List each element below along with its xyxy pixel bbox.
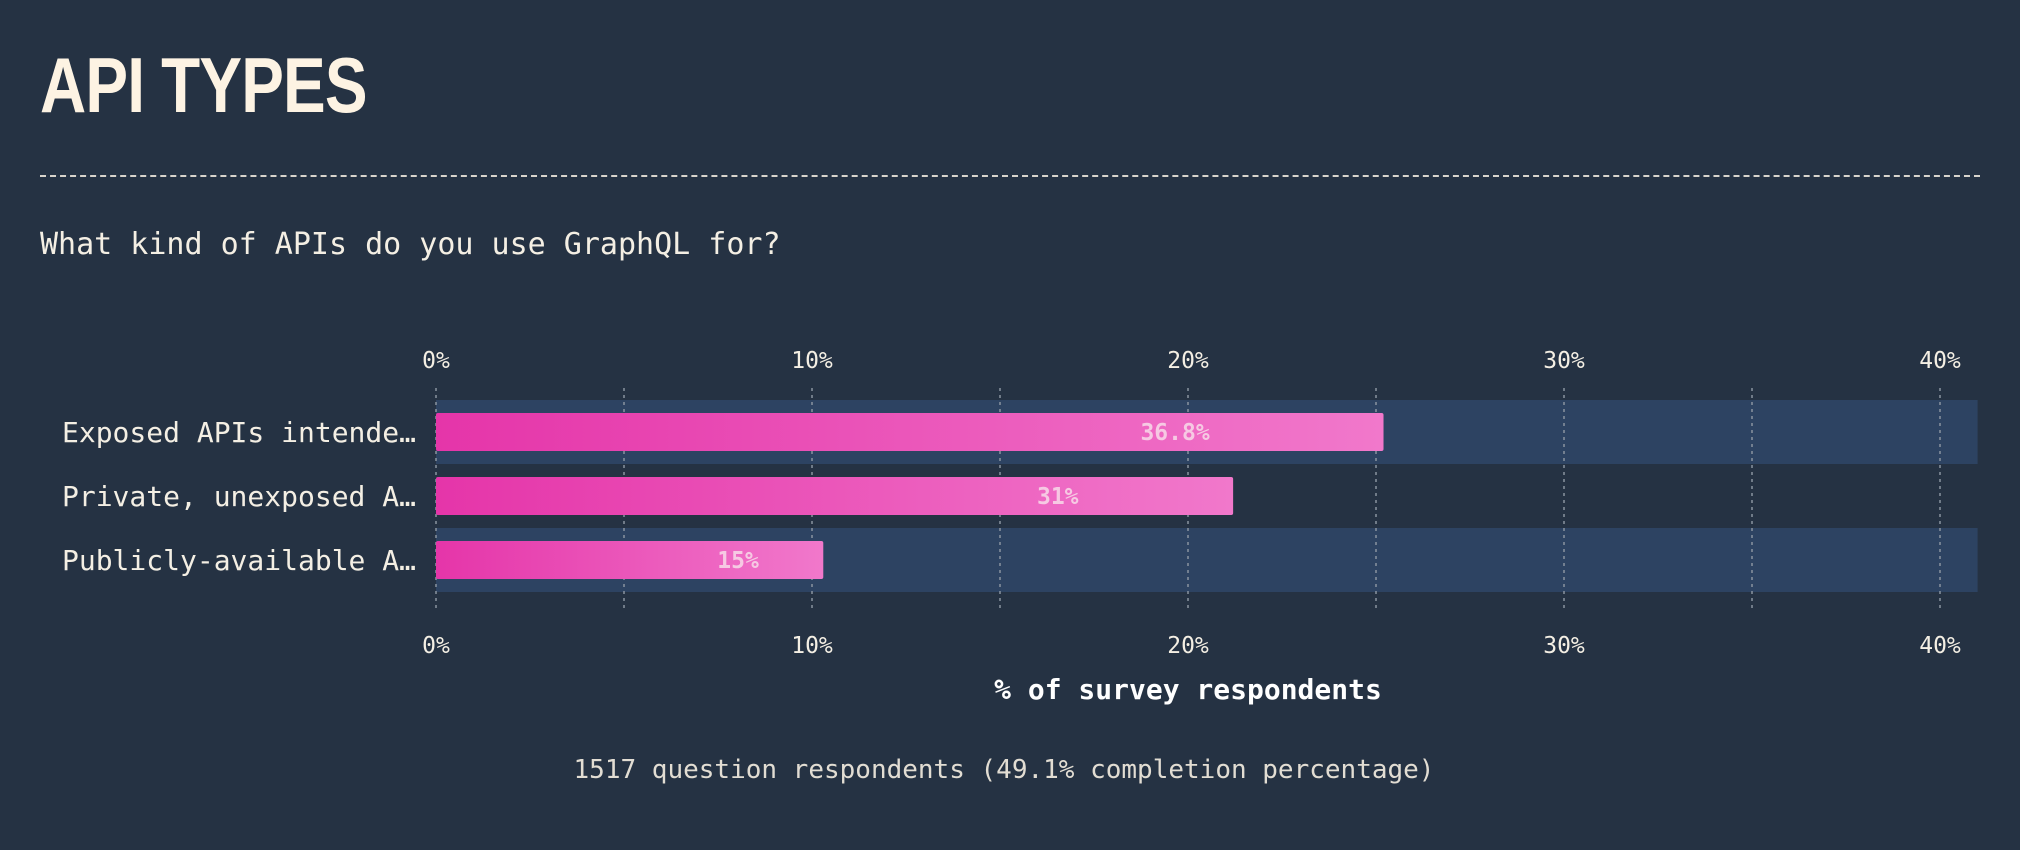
x-tick-label: 10% bbox=[791, 348, 833, 374]
respondents-footnote: 1517 question respondents (49.1% complet… bbox=[573, 755, 1435, 785]
bar-chart: 36.8% 31% 15% Exposed APIs intende… Private… bbox=[62, 348, 1978, 706]
x-axis-top: 0% 10% 20% 30% 40% bbox=[422, 348, 1961, 374]
bars bbox=[436, 413, 1384, 579]
category-label: Exposed APIs intende… bbox=[62, 416, 416, 449]
x-tick-label: 40% bbox=[1919, 633, 1961, 659]
bar bbox=[436, 541, 824, 579]
bar-value-label: 31% bbox=[1037, 484, 1079, 510]
x-axis-bottom: 0% 10% 20% 30% 40% bbox=[422, 633, 1961, 659]
bar-value-label: 36.8% bbox=[1140, 420, 1209, 446]
x-tick-label: 30% bbox=[1543, 633, 1585, 659]
category-label: Private, unexposed A… bbox=[62, 480, 416, 513]
x-tick-label: 0% bbox=[422, 348, 450, 374]
page-title: API TYPES bbox=[40, 41, 368, 129]
x-tick-label: 30% bbox=[1543, 348, 1585, 374]
x-tick-label: 40% bbox=[1919, 348, 1961, 374]
row-bands bbox=[436, 400, 1978, 592]
title-divider bbox=[40, 175, 1980, 177]
category-labels: Exposed APIs intende… Private, unexposed … bbox=[62, 416, 416, 577]
bar-value-label: 15% bbox=[717, 548, 759, 574]
bar bbox=[436, 413, 1384, 451]
question-text: What kind of APIs do you use GraphQL for… bbox=[40, 227, 781, 262]
x-tick-label: 10% bbox=[791, 633, 833, 659]
x-axis-title: % of survey respondents bbox=[994, 673, 1382, 706]
bar-value-labels: 36.8% 31% 15% bbox=[717, 420, 1210, 574]
x-tick-label: 20% bbox=[1167, 633, 1209, 659]
bar bbox=[436, 477, 1234, 515]
category-label: Publicly-available A… bbox=[62, 544, 416, 577]
x-tick-label: 0% bbox=[422, 633, 450, 659]
x-tick-label: 20% bbox=[1167, 348, 1209, 374]
